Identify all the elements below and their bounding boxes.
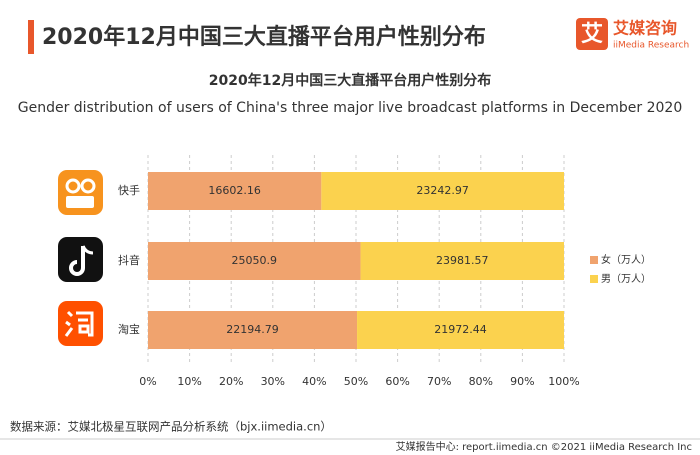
x-tick-label: 80% [469,375,493,388]
legend-label: 男（万人） [601,273,651,285]
x-tick-label: 90% [510,375,534,388]
x-tick-label: 70% [427,375,451,388]
x-tick-label: 0% [139,375,156,388]
bar-segment [148,172,322,210]
footer-credit: 艾媒报告中心: report.iimedia.cn ©2021 iiMedia … [396,440,692,453]
data-label: 25050.9 [232,254,278,267]
logo-name: 艾媒咨询 [613,19,677,38]
legend-swatch [590,256,598,264]
data-label: 16602.16 [208,184,261,197]
douyin-icon [58,237,103,282]
x-tick-label: 50% [344,375,368,388]
x-tick-label: 20% [219,375,243,388]
data-label: 23981.57 [436,254,489,267]
x-tick-label: 40% [302,375,326,388]
data-label: 23242.97 [416,184,469,197]
legend-label: 女（万人） [601,253,651,266]
page-title: 2020年12月中国三大直播平台用户性别分布 [42,24,486,50]
chart-title: 2020年12月中国三大直播平台用户性别分布 [209,72,491,89]
x-tick-label: 100% [548,375,579,388]
y-tick-label: 抖音 [118,253,140,267]
data-label: 22194.79 [226,323,279,336]
bar-segment [148,242,361,280]
bar-segment [321,172,564,210]
bar-segment [357,311,564,349]
chart-subtitle: Gender distribution of users of China's … [18,100,683,116]
data-label: 21972.44 [434,323,487,336]
logo-sub: iiMedia Research [613,41,689,51]
logo-mark: 艾 [581,22,603,47]
x-tick-label: 30% [261,375,285,388]
bar-segment [148,311,358,349]
bar-segment [360,242,564,280]
taobao-icon [58,301,103,346]
y-tick-label: 淘宝 [118,322,140,336]
legend-swatch [590,275,598,283]
x-tick-label: 10% [177,375,201,388]
y-tick-label: 快手 [118,183,140,197]
title-accent [28,20,34,54]
logo-box [576,18,608,50]
kuaishou-icon [58,170,103,215]
source-note: 数据来源：艾媒北极星互联网产品分析系统（bjx.iimedia.cn） [10,420,332,434]
x-tick-label: 60% [385,375,409,388]
